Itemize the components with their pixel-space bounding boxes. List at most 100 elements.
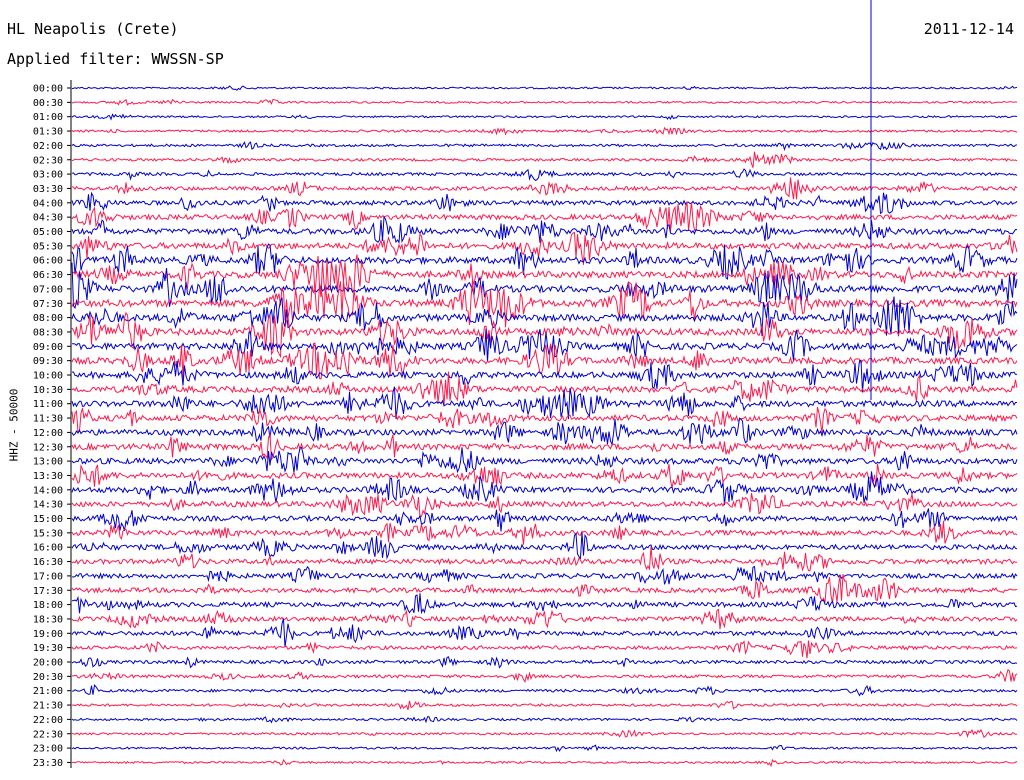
time-tick-label: 19:30 — [33, 643, 63, 654]
time-tick-label: 12:00 — [33, 428, 63, 439]
time-tick-label: 20:00 — [33, 658, 63, 669]
time-tick-label: 10:00 — [33, 371, 63, 382]
seismic-trace-0230 — [71, 151, 1018, 168]
time-tick-label: 01:30 — [33, 127, 63, 138]
time-tick-label: 08:00 — [33, 313, 63, 324]
seismic-trace-1930 — [71, 640, 1018, 659]
seismic-trace-0130 — [71, 126, 1018, 136]
seismic-trace-1830 — [71, 608, 1018, 630]
time-tick-label: 09:30 — [33, 356, 63, 367]
date-label: 2011-12-14 — [923, 20, 1014, 38]
time-tick-label: 13:30 — [33, 471, 63, 482]
time-tick-label: 23:30 — [33, 758, 63, 769]
seismic-trace-0730 — [71, 279, 1018, 328]
seismic-trace-0600 — [71, 243, 1018, 280]
time-tick-label: 17:00 — [33, 571, 63, 582]
seismic-trace-2100 — [71, 683, 1018, 697]
time-tick-label: 11:00 — [33, 399, 63, 410]
seismic-trace-0200 — [71, 141, 1018, 152]
seismic-trace-1430 — [71, 493, 1018, 518]
time-tick-label: 16:00 — [33, 543, 63, 554]
seismic-trace-0030 — [71, 98, 1018, 106]
seismic-trace-1700 — [71, 565, 1018, 585]
time-tick-label: 21:00 — [33, 686, 63, 697]
time-tick-label: 14:30 — [33, 500, 63, 511]
time-tick-label: 07:00 — [33, 284, 63, 295]
time-tick-label: 08:30 — [33, 327, 63, 338]
time-tick-label: 17:30 — [33, 586, 63, 597]
filter-label: Applied filter: WWSSN-SP — [7, 50, 224, 68]
station-title: HL Neapolis (Crete) — [7, 20, 179, 38]
seismic-trace-1000 — [71, 359, 1018, 393]
time-tick-label: 22:30 — [33, 729, 63, 740]
time-tick-label: 01:00 — [33, 112, 63, 123]
time-tick-label: 12:30 — [33, 442, 63, 453]
seismic-trace-1730 — [71, 573, 1018, 604]
time-tick-label: 10:30 — [33, 385, 63, 396]
time-tick-label: 22:00 — [33, 715, 63, 726]
time-tick-label: 18:30 — [33, 614, 63, 625]
seismic-trace-0400 — [71, 191, 1018, 215]
seismic-trace-2200 — [71, 716, 1018, 724]
time-tick-label: 09:00 — [33, 342, 63, 353]
time-tick-label: 20:30 — [33, 672, 63, 683]
time-tick-label: 00:00 — [33, 84, 63, 95]
seismic-trace-0100 — [71, 113, 1018, 121]
time-tick-label: 06:30 — [33, 270, 63, 281]
time-tick-label: 03:30 — [33, 184, 63, 195]
seismic-trace-1900 — [71, 618, 1018, 648]
seismic-trace-2300 — [71, 744, 1018, 753]
seismic-trace-0300 — [71, 168, 1018, 182]
seismic-trace-0800 — [71, 296, 1018, 337]
seismic-trace-2030 — [72, 668, 1018, 684]
time-tick-label: 04:00 — [33, 198, 63, 209]
time-tick-label: 16:30 — [33, 557, 63, 568]
time-tick-label: 03:00 — [33, 170, 63, 181]
time-tick-label: 15:00 — [33, 514, 63, 525]
time-tick-label: 04:30 — [33, 213, 63, 224]
seismic-trace-1230 — [71, 432, 1018, 461]
time-tick-label: 19:00 — [33, 629, 63, 640]
seismic-trace-0900 — [71, 328, 1018, 363]
seismic-trace-0000 — [71, 85, 1018, 91]
time-tick-label: 05:00 — [33, 227, 63, 238]
seismic-trace-0930 — [71, 342, 1018, 380]
time-tick-label: 05:30 — [33, 241, 63, 252]
seismic-trace-2330 — [71, 758, 1018, 768]
time-tick-label: 07:30 — [33, 299, 63, 310]
time-tick-label: 15:30 — [33, 528, 63, 539]
seismic-trace-2000 — [71, 656, 1018, 669]
seismic-trace-0700 — [71, 262, 1018, 310]
time-tick-label: 21:30 — [33, 701, 63, 712]
seismic-trace-0430 — [71, 201, 1018, 232]
time-tick-label: 14:00 — [33, 485, 63, 496]
seismic-trace-1630 — [71, 546, 1018, 572]
seismic-trace-1100 — [71, 386, 1017, 420]
seismic-trace-1400 — [71, 471, 1018, 506]
time-tick-label: 18:00 — [33, 600, 63, 611]
seismic-trace-1500 — [71, 508, 1018, 532]
time-tick-label: 06:00 — [33, 256, 63, 267]
seismic-trace-0330 — [71, 177, 1018, 200]
seismic-trace-0630 — [71, 254, 1018, 298]
seismic-trace-0500 — [71, 215, 1018, 244]
seismic-trace-2230 — [71, 728, 1018, 738]
seismic-trace-1600 — [71, 532, 1018, 560]
seismic-trace-1800 — [71, 593, 1018, 615]
seismic-trace-2130 — [71, 700, 1018, 710]
seismic-trace-1200 — [71, 417, 1018, 447]
time-tick-label: 02:30 — [33, 155, 63, 166]
time-tick-label: 23:00 — [33, 744, 63, 755]
seismic-trace-1530 — [71, 520, 1018, 545]
seismic-trace-0830 — [71, 311, 1018, 359]
time-tick-label: 00:30 — [33, 98, 63, 109]
seismic-trace-1130 — [71, 406, 1018, 434]
seismic-trace-1300 — [71, 446, 1018, 474]
seismic-trace-0530 — [71, 231, 1018, 265]
time-tick-label: 11:30 — [33, 414, 63, 425]
time-tick-label: 02:00 — [33, 141, 63, 152]
seismic-trace-1330 — [71, 463, 1018, 488]
seismic-trace-1030 — [71, 371, 1018, 407]
time-tick-label: 13:00 — [33, 457, 63, 468]
